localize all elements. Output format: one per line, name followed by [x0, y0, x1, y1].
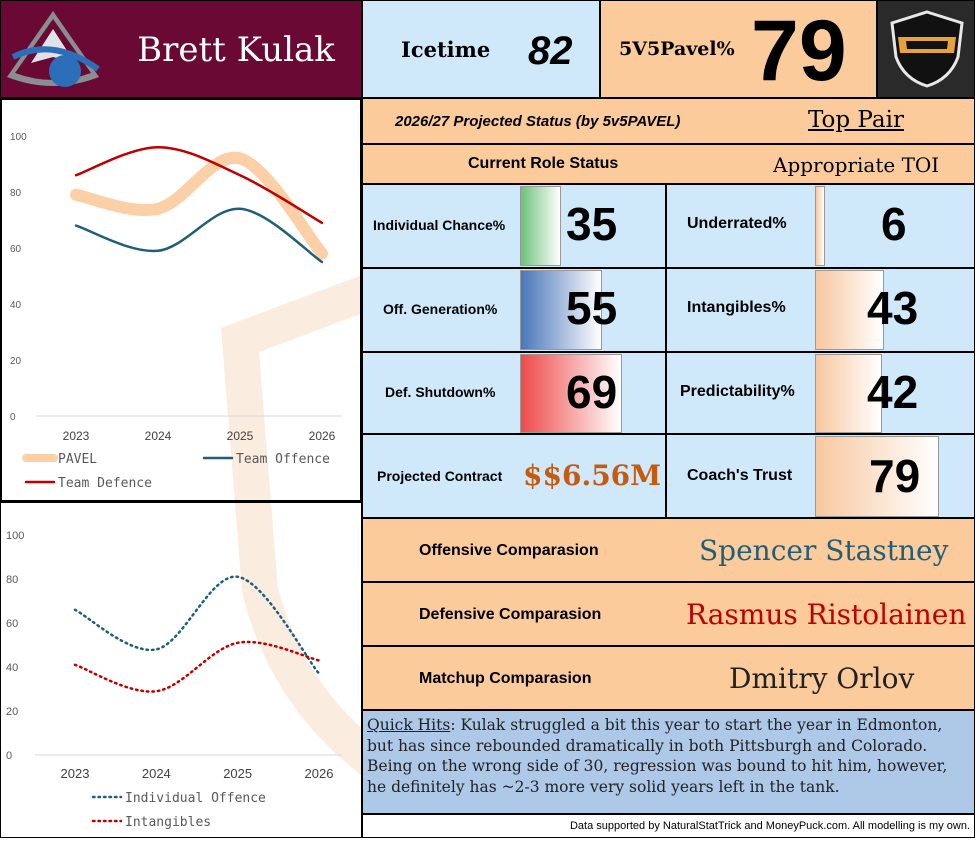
comparison-label: Offensive Comparasion — [419, 542, 599, 559]
metric-value: 79 — [869, 450, 921, 502]
series-line-team-offence — [74, 207, 324, 264]
def-shutdown-bar — [520, 354, 622, 433]
projected-status-row: 2026/27 Projected Status (by 5v5PAVEL) T… — [362, 98, 975, 144]
y-tick-label: 100 — [10, 132, 27, 143]
x-tick-label: 2025 — [227, 429, 254, 443]
x-tick-label: 2024 — [142, 766, 171, 781]
icetime-panel: Icetime 82 — [362, 0, 600, 98]
y-tick-label: 20 — [10, 356, 22, 367]
y-tick-label: 80 — [6, 574, 18, 586]
series-line-intangibles — [73, 640, 321, 693]
pavel-label: 5V5Pavel% — [619, 38, 735, 60]
metric-value: 35 — [566, 198, 618, 250]
metric-label: Individual Chance% — [373, 217, 506, 233]
x-tick-label: 2026 — [305, 766, 334, 781]
icetime-value: 82 — [528, 29, 573, 73]
offensive-comparison-row: Offensive Comparasion Spencer Stastney — [362, 518, 975, 582]
projected-status-value: Top Pair — [808, 107, 904, 133]
chart-pavel-team: 0 20 40 60 80 100 2023 2024 2025 2026 PAVEL Team Of… — [0, 98, 362, 502]
metric-value: 6 — [881, 198, 907, 250]
comparison-player: Spencer Stastney — [699, 534, 949, 567]
pavel-panel: 5V5Pavel% 79 — [600, 0, 877, 98]
metric-off-generation: Off. Generation% 55 — [362, 268, 666, 352]
legend-label: Intangibles — [125, 815, 211, 830]
metric-label: Underrated% — [687, 215, 787, 232]
metric-individual-chance: Individual Chance% 35 — [362, 184, 666, 268]
legend-label: Team Offence — [236, 452, 330, 467]
icetime-label: Icetime — [401, 37, 491, 62]
metric-label: Intangibles% — [687, 299, 786, 316]
metric-underrated: Underrated% 6 — [666, 184, 975, 268]
individual-chance-bar — [520, 186, 561, 266]
current-role-label: Current Role Status — [468, 155, 619, 172]
league-logo-panel — [877, 0, 975, 98]
y-tick-label: 100 — [6, 530, 24, 542]
comparison-player: Dmitry Orlov — [729, 662, 915, 695]
player-header: Brett Kulak — [0, 0, 362, 98]
chart-offence-intangibles: 0 20 40 60 80 100 2023 2024 2025 2026 Individual O… — [0, 502, 362, 838]
line-chart-2: 0 20 40 60 80 100 2023 2024 2025 2026 Individual O… — [6, 530, 341, 830]
quick-hits-label: Quick Hits — [367, 716, 451, 734]
x-tick-label: 2023 — [61, 766, 90, 781]
legend-label: Individual Offence — [125, 791, 266, 806]
series-line-team-defence — [74, 145, 324, 225]
y-tick-label: 60 — [6, 618, 18, 630]
projected-status-label: 2026/27 Projected Status (by 5v5PAVEL) — [395, 113, 681, 130]
x-tick-label: 2024 — [145, 429, 172, 443]
y-tick-label: 80 — [10, 188, 22, 199]
current-role-value: Appropriate TOI — [773, 153, 940, 177]
legend-label: PAVEL — [58, 452, 97, 467]
defensive-comparison-row: Defensive Comparasion Rasmus Ristolainen — [362, 582, 975, 646]
contract-value: $$6.56M — [523, 459, 662, 492]
comparison-label: Matchup Comparasion — [419, 670, 592, 687]
metric-value: 43 — [867, 282, 919, 334]
metric-label: Projected Contract — [377, 468, 503, 484]
y-tick-label: 40 — [6, 662, 18, 674]
metric-value: 55 — [566, 282, 618, 334]
metric-contract: Projected Contract $$6.56M — [362, 434, 666, 518]
metric-label: Def. Shutdown% — [385, 384, 496, 400]
metric-def-shutdown: Def. Shutdown% 69 — [362, 352, 666, 434]
quick-hits-text: Quick Hits: Kulak struggled a bit this y… — [367, 715, 967, 797]
coach-trust-bar — [815, 436, 939, 517]
footer: Data supported by NaturalStatTrick and M… — [362, 814, 975, 838]
x-tick-label: 2025 — [223, 766, 252, 781]
metric-label: Predictability% — [680, 383, 795, 400]
y-tick-label: 0 — [6, 750, 12, 762]
matchup-comparison-row: Matchup Comparasion Dmitry Orlov — [362, 646, 975, 710]
quick-hits-panel: Quick Hits: Kulak struggled a bit this y… — [362, 710, 975, 814]
comparison-player: Rasmus Ristolainen — [686, 598, 967, 631]
current-role-row: Current Role Status Appropriate TOI — [362, 144, 975, 184]
predictability-bar — [815, 354, 882, 433]
off-generation-bar — [520, 270, 602, 350]
y-tick-label: 40 — [10, 300, 22, 311]
series-line-pavel — [70, 151, 328, 260]
footer-text: Data supported by NaturalStatTrick and M… — [569, 820, 970, 832]
metric-coach-trust: Coach's Trust 79 — [666, 434, 975, 518]
legend-label: Team Defence — [58, 476, 152, 491]
y-tick-label: 20 — [6, 706, 18, 718]
metric-value: 69 — [566, 366, 618, 418]
comparison-label: Defensive Comparasion — [419, 606, 602, 623]
underrated-bar — [815, 186, 825, 266]
intangibles-bar — [815, 270, 884, 350]
player-name: Brett Kulak — [137, 30, 335, 70]
y-tick-label: 0 — [10, 412, 16, 423]
y-tick-label: 60 — [10, 244, 22, 255]
x-tick-label: 2026 — [309, 429, 336, 443]
series-line-individual-offence — [73, 575, 321, 675]
x-tick-label: 2023 — [63, 429, 90, 443]
line-chart-1: 0 20 40 60 80 100 2023 2024 2025 2026 PAVEL Team Of… — [10, 132, 342, 491]
metric-value: 42 — [867, 366, 919, 418]
metric-predictability: Predictability% 42 — [666, 352, 975, 434]
metric-label: Coach's Trust — [687, 467, 793, 484]
pavel-value: 79 — [751, 3, 847, 99]
metric-label: Off. Generation% — [383, 301, 498, 317]
avalanche-logo-icon — [7, 11, 100, 87]
metric-intangibles: Intangibles% 43 — [666, 268, 975, 352]
quick-hits-body: : Kulak struggled a bit this year to sta… — [367, 716, 948, 796]
tjdt-shield-logo-icon — [890, 10, 964, 88]
